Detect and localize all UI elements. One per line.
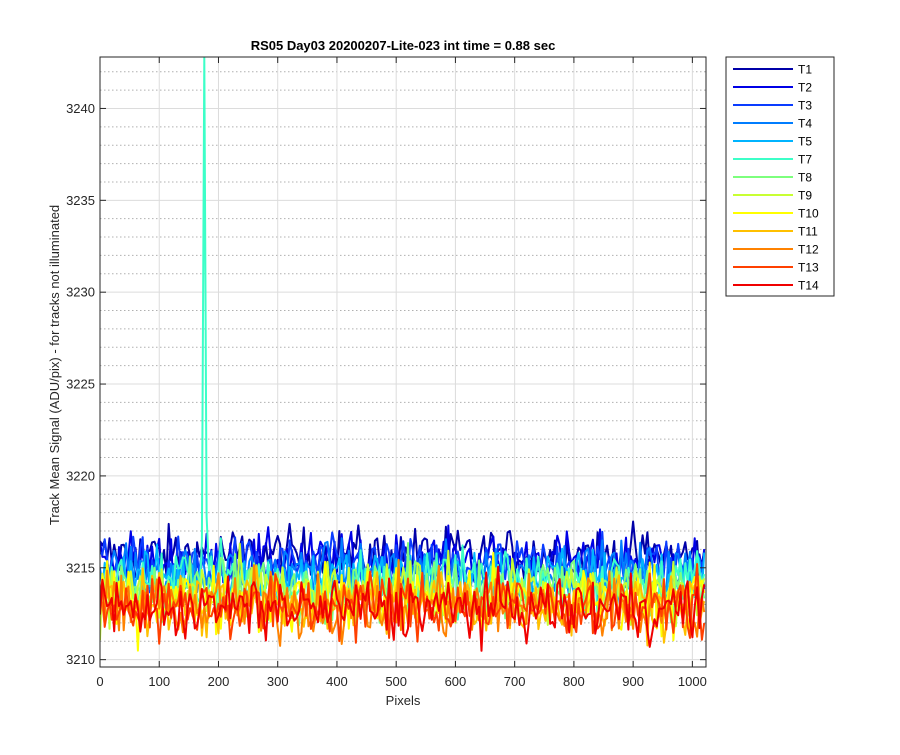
- y-tick-label: 3235: [66, 193, 95, 208]
- x-tick-label: 200: [208, 674, 230, 689]
- legend-label-t10: T10: [798, 207, 819, 221]
- x-tick-label: 900: [622, 674, 644, 689]
- chart-title: RS05 Day03 20200207-Lite-023 int time = …: [251, 38, 556, 53]
- series-layer: [100, 57, 706, 652]
- legend-label-t1: T1: [798, 63, 812, 77]
- tick-layer: 0 100 200 300 400 500 600 700 800 900 1000 3210 3215…: [66, 57, 707, 689]
- x-tick-label: 300: [267, 674, 289, 689]
- x-tick-label: 600: [445, 674, 467, 689]
- x-tick-label: 0: [96, 674, 103, 689]
- x-tick-label: 400: [326, 674, 348, 689]
- y-tick-label: 3240: [66, 101, 95, 116]
- y-tick-label: 3225: [66, 377, 95, 392]
- y-tick-label: 3220: [66, 468, 95, 483]
- legend-label-t2: T2: [798, 81, 812, 95]
- legend-label-t9: T9: [798, 189, 812, 203]
- legend-label-t3: T3: [798, 99, 812, 113]
- legend-items: T1 T2 T3 T4 T5 T7 T8 T9 T10 T11 T12 T13 T14: [733, 63, 819, 293]
- legend-label-t14: T14: [798, 279, 819, 293]
- legend-label-t12: T12: [798, 243, 819, 257]
- x-tick-label: 500: [385, 674, 407, 689]
- x-tick-label: 700: [504, 674, 526, 689]
- x-tick-label: 800: [563, 674, 585, 689]
- y-tick-label: 3215: [66, 560, 95, 575]
- legend-label-t11: T11: [798, 225, 818, 239]
- legend-label-t8: T8: [798, 171, 812, 185]
- x-tick-label: 100: [148, 674, 170, 689]
- y-axis-label: Track Mean Signal (ADU/pix) - for tracks…: [47, 205, 62, 525]
- x-tick-label: 1000: [678, 674, 707, 689]
- y-tick-label: 3230: [66, 285, 95, 300]
- legend: T1 T2 T3 T4 T5 T7 T8 T9 T10 T11 T12 T13 T14: [725, 56, 835, 297]
- legend-label-t7: T7: [798, 153, 812, 167]
- x-axis-label: Pixels: [386, 693, 421, 708]
- legend-label-t13: T13: [798, 261, 819, 275]
- y-tick-label: 3210: [66, 652, 95, 667]
- series-line-t14: [100, 565, 706, 652]
- legend-label-t5: T5: [798, 135, 812, 149]
- plot-frame: [99, 56, 707, 668]
- legend-label-t4: T4: [798, 117, 812, 131]
